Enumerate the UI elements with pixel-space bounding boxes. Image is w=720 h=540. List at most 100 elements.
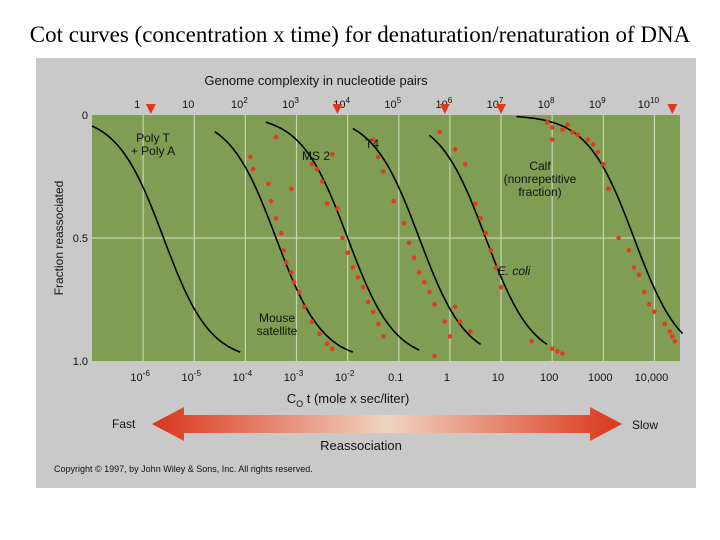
data-point	[432, 302, 437, 307]
data-point	[335, 206, 340, 211]
x-tick-label: 0.1	[388, 372, 403, 384]
data-point	[452, 304, 458, 310]
series-curve	[516, 115, 684, 335]
y-tick-label: 0.5	[73, 233, 88, 245]
data-point	[529, 339, 534, 344]
data-point	[411, 255, 417, 260]
series-label-line: + Poly A	[131, 144, 175, 158]
data-point	[585, 137, 591, 142]
series-label: T4	[365, 137, 379, 151]
data-point	[330, 152, 335, 157]
reassociation-caption: Reassociation	[320, 438, 402, 453]
complexity-marker	[332, 104, 343, 114]
data-point	[641, 289, 647, 295]
data-point	[324, 201, 330, 206]
data-point	[301, 304, 307, 310]
series-curve	[265, 121, 420, 351]
figure-panel: Genome complexity in nucleotide pairs 1 10…	[36, 58, 696, 488]
complexity-marker	[496, 104, 507, 114]
data-point	[370, 309, 376, 315]
y-tick-label: 0	[82, 110, 88, 122]
series-label: Poly T+ Poly A	[131, 131, 175, 158]
data-point	[652, 309, 657, 315]
data-point	[406, 240, 412, 246]
data-point	[468, 329, 473, 334]
x-axis-title: CO t (mole x sec/liter)	[287, 391, 410, 409]
series-label-line: E. coli	[498, 264, 531, 278]
data-point	[432, 353, 437, 359]
top-axis-tick-label: 1	[134, 99, 140, 111]
complexity-marker	[439, 104, 450, 114]
complexity-marker	[145, 104, 156, 114]
x-tick-label: 1000	[588, 372, 612, 384]
data-point	[291, 280, 297, 285]
data-point	[330, 346, 335, 352]
data-point	[667, 329, 673, 334]
data-point	[314, 166, 320, 172]
data-point	[565, 122, 570, 128]
top-axis-tick-label: 108	[538, 96, 555, 111]
series-label-line: (nonrepetitive	[504, 172, 577, 186]
data-point	[549, 346, 555, 352]
data-point	[560, 351, 565, 356]
data-point	[478, 216, 483, 221]
data-point	[370, 137, 376, 142]
data-point	[549, 125, 555, 130]
data-point	[345, 250, 351, 256]
data-point	[595, 149, 601, 155]
data-point	[350, 265, 356, 270]
x-tick-label: 1	[444, 372, 450, 384]
data-point	[555, 348, 560, 354]
top-axis-tick-label: 103	[282, 96, 299, 111]
series-label: MS 2	[302, 149, 330, 163]
data-point	[498, 284, 504, 290]
top-axis-tick-label: 109	[589, 96, 606, 111]
x-tick-label: 10-4	[233, 369, 253, 384]
series-label-line: Calf	[529, 159, 551, 173]
data-point	[376, 321, 381, 327]
data-point	[281, 248, 286, 253]
x-tick-label: 10-6	[130, 369, 150, 384]
data-point	[662, 321, 667, 327]
data-point	[273, 216, 279, 221]
data-point	[626, 248, 632, 253]
data-point	[401, 220, 407, 226]
data-point	[317, 331, 322, 337]
top-axis-tick-label: 1010	[638, 96, 660, 111]
data-point	[360, 284, 366, 290]
data-point	[493, 265, 499, 270]
data-point	[631, 265, 637, 270]
data-point	[289, 270, 294, 275]
data-point	[381, 334, 386, 339]
data-point	[273, 134, 279, 140]
data-point	[447, 334, 453, 339]
x-tick-label: 100	[540, 372, 558, 384]
series-curve	[91, 125, 241, 353]
series-label-line: fraction)	[518, 185, 561, 199]
complexity-marker	[667, 104, 678, 114]
x-tick-label: 10	[492, 372, 504, 384]
data-point	[268, 198, 274, 204]
x-tick-label: 10,000	[635, 372, 669, 384]
data-point	[319, 179, 325, 184]
data-point	[248, 154, 253, 160]
data-point	[422, 280, 427, 285]
data-point	[560, 127, 565, 133]
data-point	[309, 161, 315, 167]
data-point	[483, 230, 489, 236]
data-point	[381, 169, 386, 174]
data-point	[544, 120, 550, 125]
data-point	[324, 341, 330, 347]
copyright-notice: Copyright © 1997, by John Wiley & Sons, …	[54, 464, 313, 474]
data-point	[340, 235, 345, 241]
data-point	[442, 319, 448, 324]
data-point	[309, 319, 315, 324]
data-point	[616, 235, 621, 241]
series-label-line: Mouse	[259, 311, 295, 325]
data-point	[284, 260, 289, 265]
data-point	[463, 161, 468, 167]
data-point	[416, 270, 422, 275]
